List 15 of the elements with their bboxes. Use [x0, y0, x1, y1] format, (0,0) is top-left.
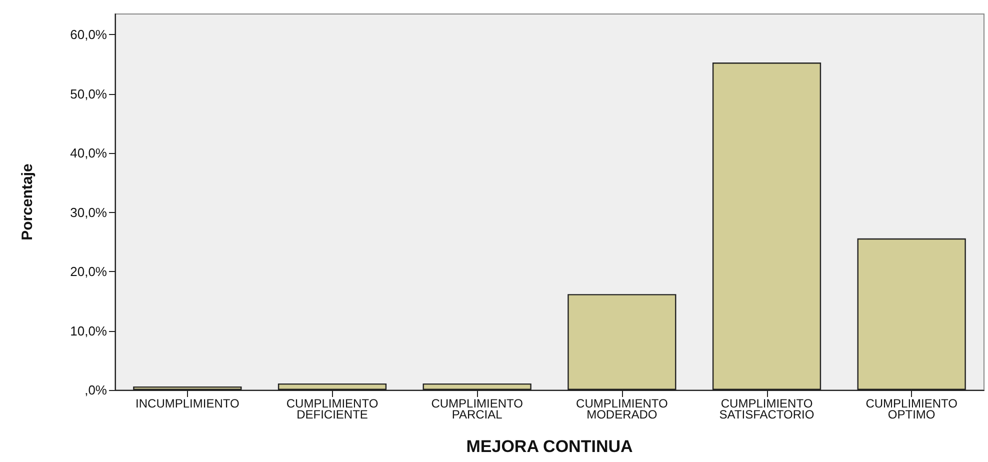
y-tick-label: 10,0% [70, 323, 108, 338]
y-tick-label: 50,0% [70, 86, 108, 102]
x-tick-label: CUMPLIMIENTO PARCIAL [431, 396, 523, 422]
y-tick-label: 20,0% [70, 264, 108, 280]
x-tick-label: CUMPLIMIENTO SATISFACTORIO [719, 396, 814, 422]
x-tick-label: CUMPLIMIENTO OPTIMO [866, 396, 958, 422]
y-axis-title: Porcentaje [19, 164, 36, 240]
y-tick-label: 60,0% [70, 27, 108, 42]
x-tick-label: INCUMPLIMIENTO [136, 396, 240, 410]
y-tick-label: ,0% [84, 382, 108, 398]
y-tick-label: 40,0% [70, 146, 108, 161]
x-tick-label: CUMPLIMIENTO MODERADO [576, 396, 668, 422]
x-axis-title: MEJORA CONTINUA [466, 437, 633, 456]
x-tick-label: CUMPLIMIENTO DEFICIENTE [286, 396, 378, 422]
y-tick-label: 30,0% [70, 204, 108, 220]
